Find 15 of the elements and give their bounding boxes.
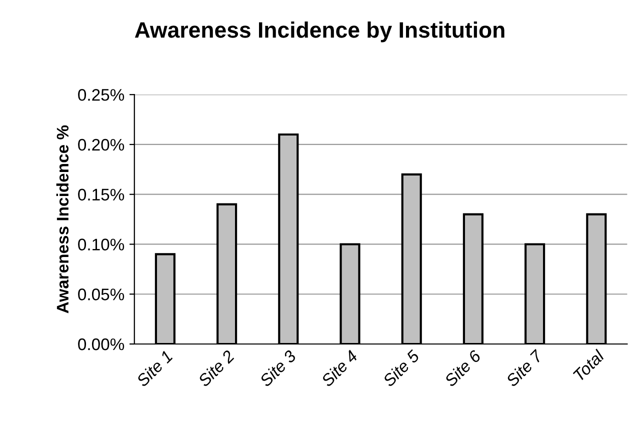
x-tick-label: Site 1 xyxy=(135,350,173,388)
x-tick-label: Site 7 xyxy=(505,348,544,388)
x-tick-label: Site 3 xyxy=(258,348,297,388)
y-tick-label: 0.20% xyxy=(78,138,124,151)
x-tick-label: Site 2 xyxy=(197,349,236,388)
x-tick-label: Site 6 xyxy=(443,348,482,388)
x-tick-label: Site 4 xyxy=(320,349,358,388)
y-tick-label: 0.00% xyxy=(78,338,124,350)
y-tick-label: 0.15% xyxy=(78,188,124,201)
y-tick-label: 0.25% xyxy=(78,89,124,101)
x-tick-label: Site 5 xyxy=(382,348,420,388)
y-axis-title: Awareness Incidence % xyxy=(56,125,69,314)
y-tick-label: 0.05% xyxy=(78,288,124,300)
chart-title: Awareness Incidence by Institution xyxy=(134,22,504,42)
y-tick-label: 0.10% xyxy=(78,238,124,250)
